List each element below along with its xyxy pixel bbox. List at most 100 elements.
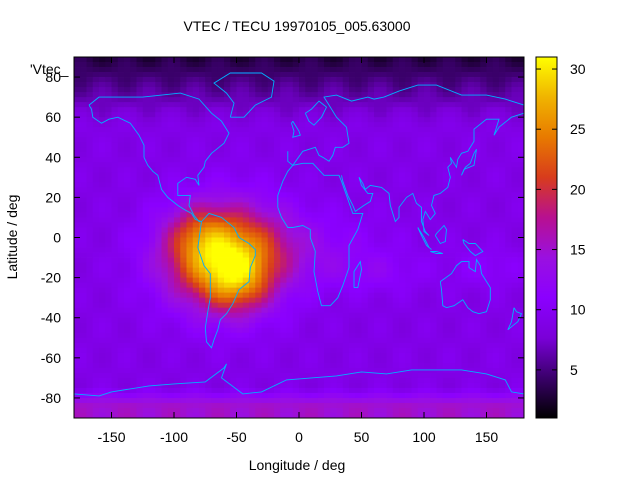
heat-cell [517, 212, 525, 218]
heat-cell [405, 312, 412, 319]
heat-cell [292, 377, 300, 384]
heat-cell [217, 82, 225, 88]
heat-cell [430, 122, 437, 128]
heat-cell [336, 252, 344, 258]
heat-cell [449, 337, 456, 344]
heat-cell [230, 162, 237, 168]
heat-cell [186, 227, 194, 233]
heat-cell [324, 97, 331, 103]
heat-cell [105, 152, 112, 158]
heat-cell [380, 332, 387, 339]
heat-cell [367, 307, 375, 314]
heat-cell [149, 157, 156, 163]
heat-cell [280, 82, 287, 88]
heat-cell [480, 247, 487, 253]
heat-cell [499, 262, 506, 268]
heat-cell [136, 97, 144, 103]
heat-cell [355, 262, 362, 268]
heat-cell [361, 77, 369, 83]
heat-cell [317, 322, 325, 329]
heat-cell [299, 137, 306, 143]
heat-cell [349, 227, 356, 233]
heat-cell [392, 197, 400, 203]
heat-cell [317, 307, 325, 314]
heat-cell [355, 67, 362, 73]
heat-cell [380, 287, 387, 294]
heat-cell [361, 337, 369, 344]
heat-cell [174, 382, 181, 389]
heat-cell [199, 172, 206, 178]
heat-cell [199, 287, 206, 294]
heat-cell [230, 252, 237, 258]
heat-cell [449, 362, 456, 369]
heat-cell [236, 277, 244, 284]
heat-cell [180, 207, 187, 213]
heat-cell [105, 327, 112, 334]
heat-cell [155, 397, 162, 404]
heat-cell [236, 317, 244, 324]
heat-cell [417, 362, 425, 369]
heat-cell [374, 222, 381, 228]
heat-cell [380, 187, 387, 193]
heat-cell [86, 342, 94, 349]
heat-cell [86, 157, 94, 163]
heat-cell [117, 122, 125, 128]
heat-cell [486, 137, 494, 143]
heat-cell [92, 152, 100, 158]
heat-cell [80, 227, 87, 233]
heat-cell [192, 102, 200, 108]
heat-cell [186, 87, 194, 93]
heat-cell [449, 282, 456, 289]
heat-cell [492, 282, 500, 289]
heat-cell [399, 147, 406, 153]
heat-cell [349, 307, 356, 314]
heat-cell [517, 92, 525, 98]
heat-cell [242, 227, 250, 233]
heat-cell [211, 167, 219, 173]
heat-cell [317, 192, 325, 198]
heat-cell [280, 147, 287, 153]
heat-cell [86, 272, 94, 279]
heat-cell [74, 337, 81, 344]
heat-cell [280, 97, 287, 103]
heat-cell [436, 232, 444, 238]
heat-cell [367, 102, 375, 108]
heat-cell [224, 257, 231, 263]
heat-cell [299, 217, 306, 223]
heat-cell [374, 202, 381, 208]
heat-cell [455, 372, 462, 379]
heat-cell [517, 347, 525, 354]
heat-cell [136, 162, 144, 168]
heat-cell [349, 87, 356, 93]
heat-cell [299, 57, 306, 63]
heat-cell [142, 152, 150, 158]
heat-cell [280, 397, 287, 404]
heat-cell [136, 282, 144, 289]
heat-cell [467, 187, 475, 193]
heat-cell [317, 262, 325, 268]
heat-cell [86, 182, 94, 188]
heat-cell [311, 197, 319, 203]
heat-cell [205, 137, 212, 143]
heat-cell [142, 222, 150, 228]
heat-cell [311, 352, 319, 359]
heat-cell [161, 177, 169, 183]
heat-cell [461, 62, 469, 68]
heat-cell [374, 172, 381, 178]
heat-cell [499, 167, 506, 173]
heat-cell [461, 147, 469, 153]
heat-cell [236, 367, 244, 374]
heat-cell [430, 322, 437, 329]
heat-cell [124, 262, 131, 268]
heat-cell [330, 262, 337, 268]
heat-cell [205, 82, 212, 88]
heat-cell [305, 292, 312, 299]
heat-cell [149, 367, 156, 374]
heat-cell [249, 132, 256, 138]
heat-cell [411, 387, 419, 394]
heat-cell [261, 107, 269, 113]
heat-cell [461, 322, 469, 329]
heat-cell [74, 72, 81, 78]
heat-cell [111, 302, 119, 309]
heat-cell [136, 337, 144, 344]
